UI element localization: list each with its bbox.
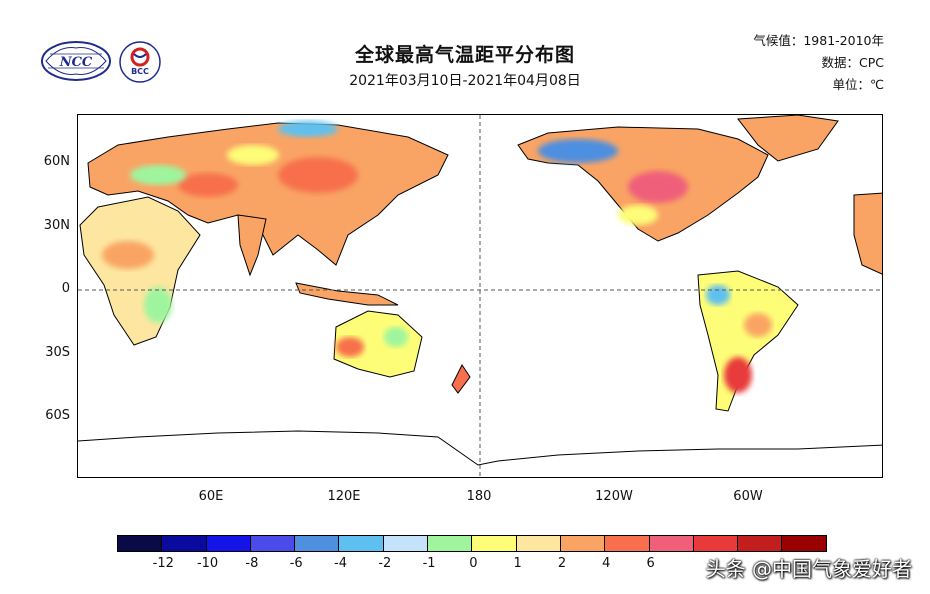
x-tick-120e: 120E bbox=[327, 489, 361, 504]
y-tick-60n: 60N bbox=[43, 154, 70, 169]
north-america-landmass bbox=[517, 126, 769, 242]
antarctica-coastline bbox=[78, 430, 882, 466]
colorbar-swatch bbox=[692, 535, 739, 552]
colorbar-swatch bbox=[161, 535, 207, 552]
bcc-logo-text: BCC bbox=[131, 67, 149, 76]
climate-baseline: 气候值：1981-2010年 bbox=[753, 33, 884, 48]
y-tick-30n: 30N bbox=[43, 218, 70, 233]
x-tick-60w: 60W bbox=[733, 489, 763, 504]
colorbar-label: 2 bbox=[557, 556, 567, 571]
colorbar-label: 1 bbox=[513, 556, 522, 571]
colorbar bbox=[117, 535, 827, 552]
colorbar-swatch bbox=[471, 535, 517, 552]
maritime-continent bbox=[295, 282, 399, 306]
date-range: 2021年03月10日-2021年04月08日 bbox=[349, 73, 581, 89]
south-america-landmass bbox=[697, 270, 799, 412]
colorbar-swatch bbox=[294, 535, 340, 552]
colorbar-swatch bbox=[117, 535, 163, 552]
colorbar-swatch bbox=[338, 535, 384, 552]
colorbar-label: -2 bbox=[378, 556, 392, 571]
y-tick-0: 0 bbox=[61, 281, 70, 296]
colorbar-label: -4 bbox=[334, 556, 347, 571]
ncc-logo: NCC bbox=[40, 40, 112, 82]
colorbar-label: 0 bbox=[469, 556, 478, 571]
bcc-logo: BCC bbox=[118, 40, 162, 84]
colorbar-swatch bbox=[249, 535, 296, 552]
anomaly-map bbox=[77, 114, 883, 478]
west-africa-edge bbox=[853, 192, 882, 275]
new-zealand bbox=[451, 364, 471, 394]
colorbar-swatch bbox=[515, 535, 561, 552]
colorbar-swatch bbox=[604, 535, 650, 552]
colorbar-swatch bbox=[427, 535, 473, 552]
map-canvas bbox=[78, 115, 882, 477]
meta-info: 气候值：1981-2010年 数据：CPC 单位：℃ bbox=[753, 30, 884, 96]
colorbar-label: -8 bbox=[245, 556, 259, 571]
africa-landmass bbox=[79, 196, 201, 346]
page-title: 全球最高气温距平分布图 bbox=[354, 44, 575, 66]
x-tick-120w: 120W bbox=[595, 489, 633, 504]
colorbar-label: -6 bbox=[289, 556, 303, 571]
unit-label: 单位：℃ bbox=[832, 77, 884, 92]
australia-landmass bbox=[333, 310, 423, 378]
watermark: 头条 @中国气象爱好者 bbox=[705, 557, 912, 581]
india-landmass bbox=[237, 214, 267, 277]
colorbar-swatch bbox=[205, 535, 251, 552]
eurasia-landmass bbox=[87, 121, 449, 266]
colorbar-label: 6 bbox=[646, 556, 655, 571]
y-tick-30s: 30S bbox=[45, 345, 70, 360]
colorbar-swatch bbox=[648, 535, 694, 552]
colorbar-swatch bbox=[559, 535, 606, 552]
x-tick-180: 180 bbox=[466, 489, 492, 504]
colorbar-label: 4 bbox=[602, 556, 611, 571]
y-tick-60s: 60S bbox=[45, 408, 70, 423]
ncc-logo-text: NCC bbox=[59, 55, 93, 70]
data-source: 数据：CPC bbox=[821, 55, 885, 70]
colorbar-swatch bbox=[781, 535, 827, 552]
colorbar-swatch bbox=[737, 535, 783, 552]
greenland bbox=[737, 115, 839, 162]
colorbar-swatch bbox=[382, 535, 429, 552]
colorbar-label: -10 bbox=[196, 556, 219, 571]
colorbar-label: -12 bbox=[152, 556, 174, 571]
colorbar-label: -1 bbox=[422, 556, 436, 571]
x-tick-60e: 60E bbox=[198, 489, 224, 504]
